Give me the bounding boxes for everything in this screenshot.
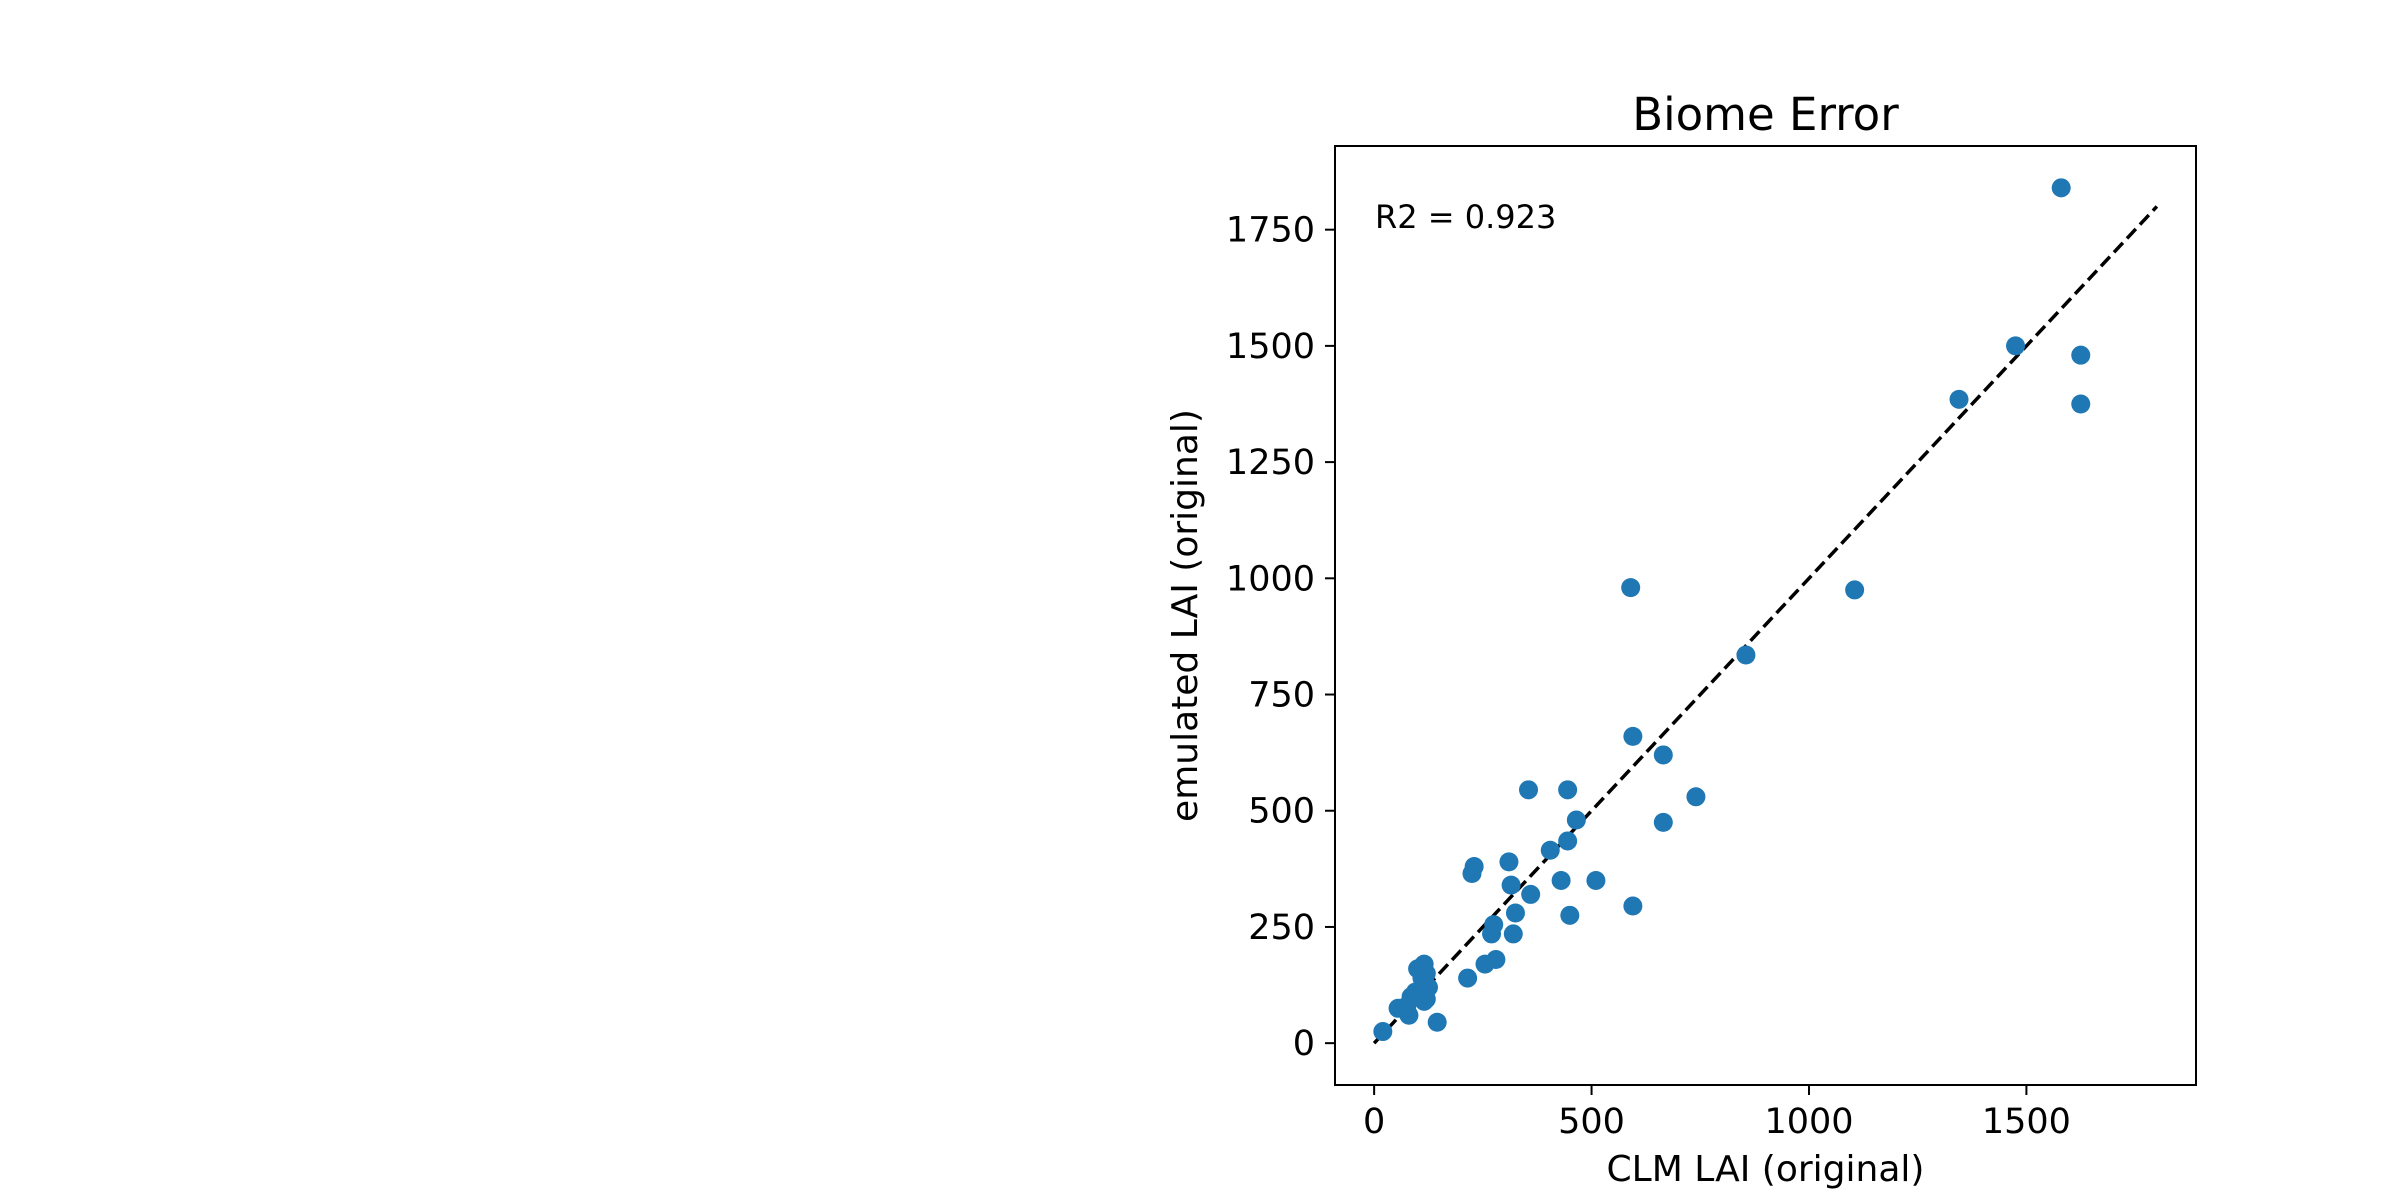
data-point — [1558, 780, 1578, 800]
data-point — [1566, 810, 1586, 830]
x-tick-label: 1500 — [1982, 1102, 2071, 1142]
data-point — [1845, 580, 1865, 600]
y-tick-label: 0 — [1293, 1024, 1315, 1064]
y-tick-label: 1500 — [1226, 327, 1315, 367]
data-point — [1686, 787, 1706, 807]
data-point — [1623, 896, 1643, 916]
data-points — [1373, 178, 2091, 1042]
data-point — [1586, 870, 1606, 890]
data-point — [1397, 996, 1417, 1016]
plot-frame — [1334, 145, 2197, 1086]
x-tick-label: 0 — [1363, 1102, 1385, 1142]
chart-title: Biome Error — [1632, 88, 1899, 141]
data-point — [1949, 389, 1969, 409]
y-tick-label: 1250 — [1226, 443, 1315, 483]
data-point — [1373, 1022, 1393, 1042]
data-point — [2071, 394, 2091, 414]
y-axis-ticks: 0 250 500 750 1000 1250 1500 1750 — [1226, 211, 1335, 1064]
data-point — [1458, 968, 1478, 988]
data-point — [1558, 831, 1578, 851]
data-point — [1623, 726, 1643, 746]
y-tick-label: 750 — [1248, 676, 1315, 716]
data-point — [2006, 336, 2026, 356]
data-point — [1551, 870, 1571, 890]
reference-line-group — [1372, 205, 2159, 1045]
data-point — [1519, 780, 1539, 800]
x-tick-label: 500 — [1558, 1102, 1625, 1142]
y-tick-label: 1000 — [1226, 559, 1315, 599]
data-point — [2051, 178, 2071, 198]
data-point — [1653, 745, 1673, 765]
x-axis-label: CLM LAI (original) — [1607, 1149, 1925, 1190]
data-point — [1653, 812, 1673, 832]
data-point — [1560, 905, 1580, 925]
data-point — [1503, 924, 1523, 944]
data-point — [1427, 1012, 1447, 1032]
data-point — [1621, 578, 1641, 598]
identity-reference-line — [1372, 205, 2159, 1045]
data-point — [1462, 863, 1482, 883]
data-point — [1482, 924, 1502, 944]
r2-annotation: R2 = 0.923 — [1375, 198, 1556, 236]
x-axis-ticks: 0 500 1000 1500 — [1363, 1085, 2071, 1142]
data-point — [1501, 875, 1521, 895]
data-point — [1521, 884, 1541, 904]
y-axis-label: emulated LAI (original) — [1165, 409, 1206, 822]
data-point — [1414, 991, 1434, 1011]
data-point — [1505, 903, 1525, 923]
x-tick-label: 1000 — [1764, 1102, 1853, 1142]
y-tick-label: 500 — [1248, 792, 1315, 832]
data-point — [1499, 852, 1519, 872]
data-point — [2071, 345, 2091, 365]
data-point — [1736, 645, 1756, 665]
y-tick-label: 250 — [1248, 908, 1315, 948]
data-point — [1475, 954, 1495, 974]
y-tick-label: 1750 — [1226, 211, 1315, 251]
data-point — [1540, 840, 1560, 860]
